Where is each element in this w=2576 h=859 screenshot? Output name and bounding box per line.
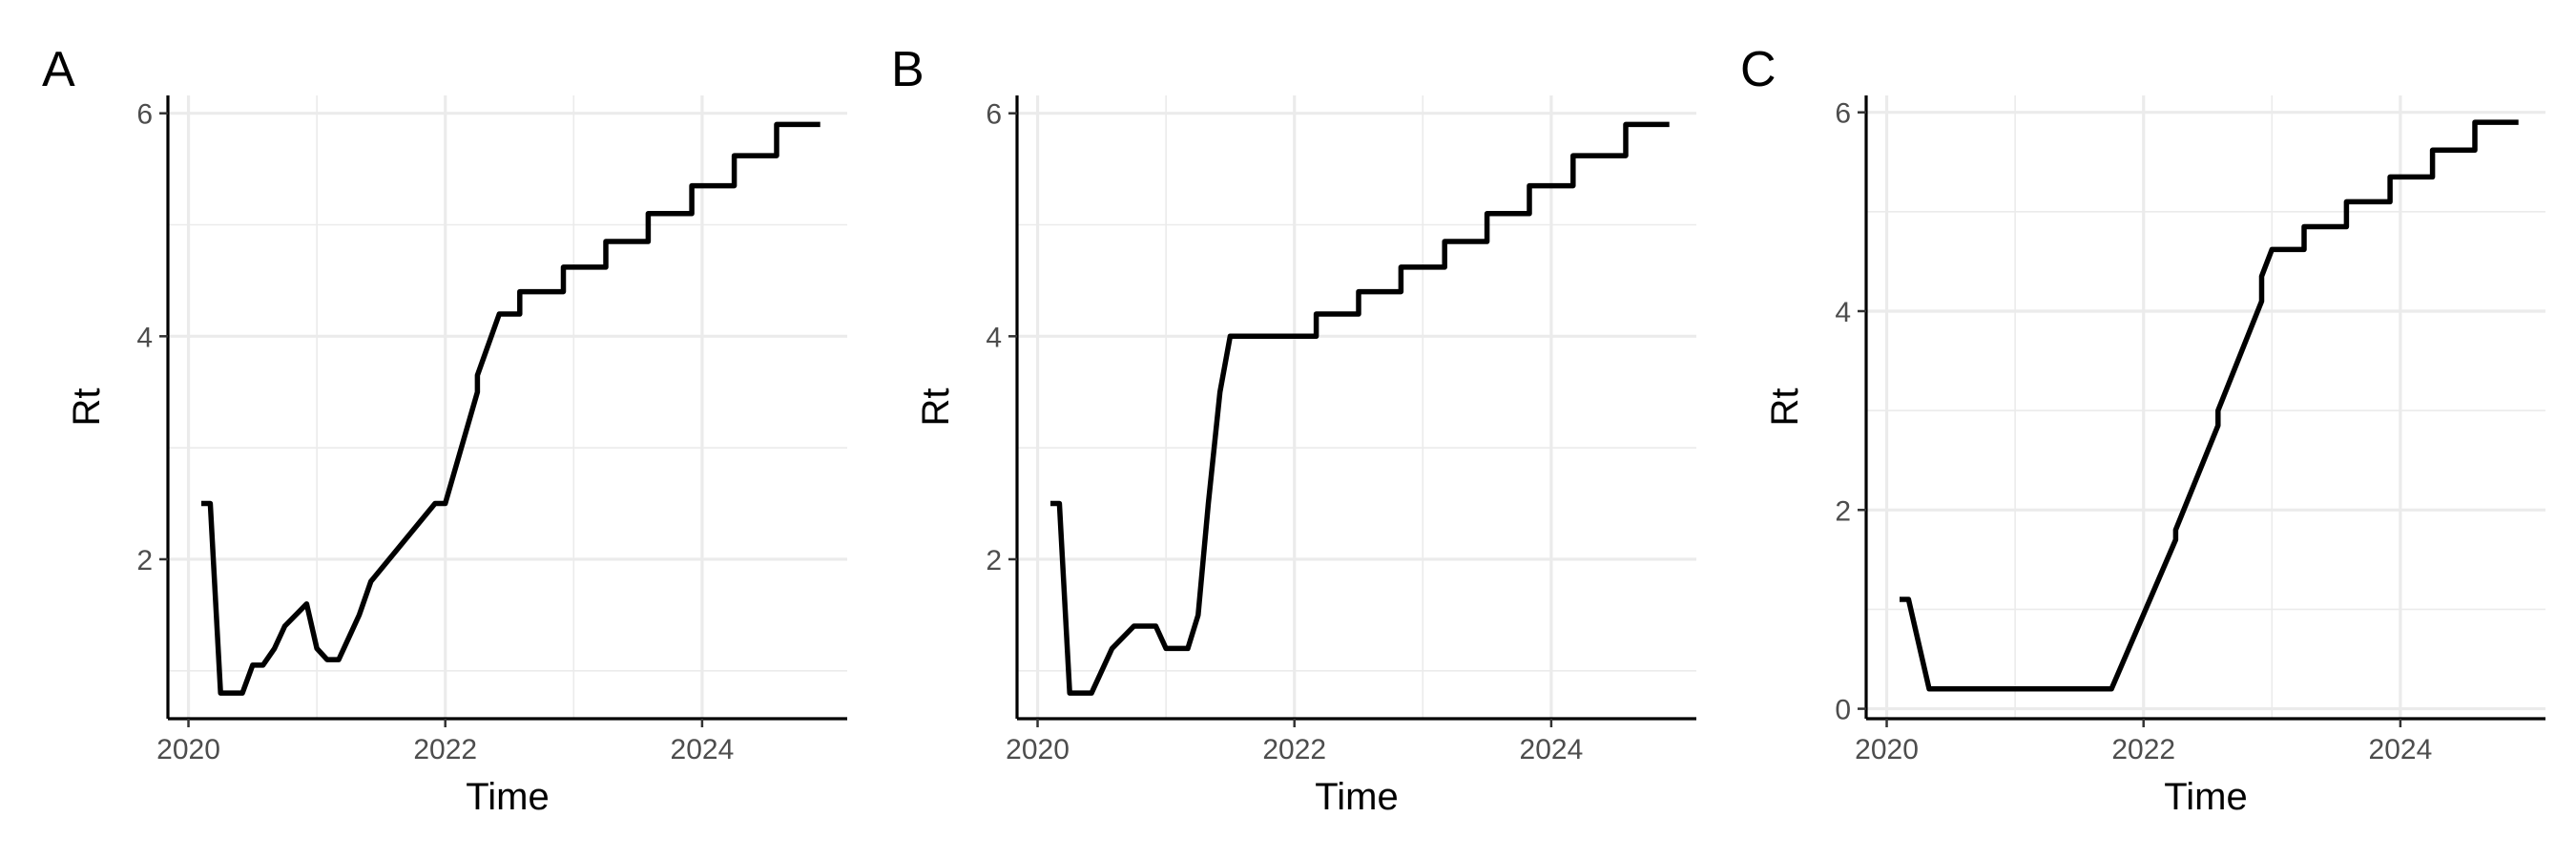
y-tick-label: 6 bbox=[986, 99, 1002, 131]
chart-panel-a: 2020 2022 2024 2 4 6 Time Rt A bbox=[42, 42, 847, 818]
x-tick-label: 2022 bbox=[2111, 734, 2175, 765]
x-tick-label: 2024 bbox=[671, 734, 735, 765]
panel-label: B bbox=[891, 42, 924, 97]
y-axis-title: Rt bbox=[1764, 388, 1806, 427]
y-tick-label: 6 bbox=[1835, 98, 1851, 130]
y-tick-label: 6 bbox=[136, 99, 153, 131]
chart-panel-c: 2020 2022 2024 0 2 4 6 Time Rt C bbox=[1740, 42, 2545, 818]
y-tick-label: 2 bbox=[1835, 495, 1851, 527]
x-tick-label: 2020 bbox=[156, 734, 220, 765]
x-tick-label: 2020 bbox=[1006, 734, 1070, 765]
x-tick-label: 2020 bbox=[1855, 734, 1919, 765]
x-axis-title: Time bbox=[466, 776, 549, 818]
y-axis-title: Rt bbox=[66, 388, 108, 427]
x-axis-title: Time bbox=[2164, 776, 2247, 818]
series-line bbox=[201, 121, 821, 696]
y-tick-label: 0 bbox=[1835, 695, 1851, 726]
y-tick-label: 4 bbox=[986, 322, 1002, 353]
series-line bbox=[1900, 119, 2519, 692]
x-tick-label: 2022 bbox=[1262, 734, 1326, 765]
x-tick-label: 2022 bbox=[413, 734, 477, 765]
x-tick-label: 2024 bbox=[1520, 734, 1584, 765]
chart-panel-b: 2020 2022 2024 2 4 6 Time Rt B bbox=[891, 42, 1696, 818]
y-tick-label: 2 bbox=[136, 545, 153, 576]
panel-label: A bbox=[42, 42, 75, 97]
panel-label: C bbox=[1740, 42, 1776, 97]
series-line bbox=[1050, 121, 1670, 696]
x-axis-title: Time bbox=[1315, 776, 1398, 818]
x-tick-label: 2024 bbox=[2369, 734, 2433, 765]
y-tick-label: 4 bbox=[136, 322, 153, 353]
y-tick-label: 4 bbox=[1835, 297, 1851, 328]
y-tick-label: 2 bbox=[986, 545, 1002, 576]
y-axis-title: Rt bbox=[915, 388, 957, 427]
